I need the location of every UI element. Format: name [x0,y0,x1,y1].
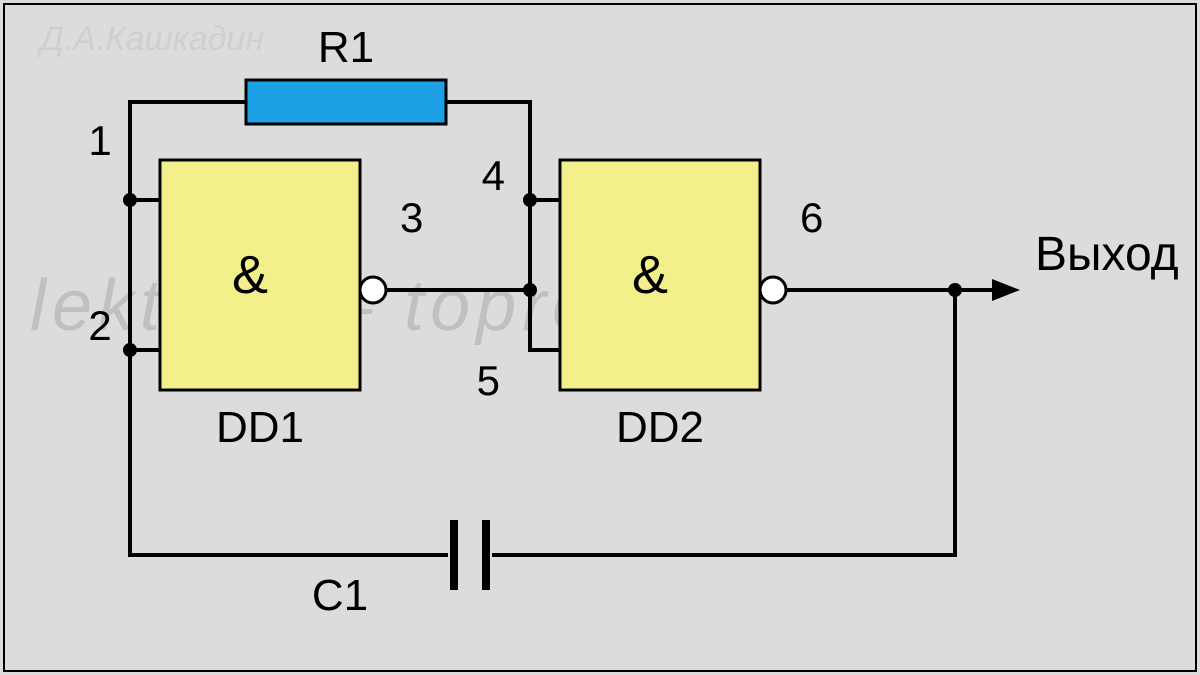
pin-label-5: 5 [477,357,500,404]
pin-label-4: 4 [482,152,505,199]
watermark-author: Д.А.Кашкадин [36,20,264,58]
gate-dd1-symbol: & [232,245,268,305]
junction-node [523,193,537,207]
pin-label-1: 1 [88,117,111,164]
inversion-bubble [760,277,786,303]
resistor-r1-label: R1 [318,23,374,72]
pin-label-3: 3 [400,194,423,241]
inversion-bubble [360,277,386,303]
pin-label-2: 2 [88,302,111,349]
circuit-schematic: Д.А.Кашкадинlektrika – toprosR1C1&DD1&DD… [0,0,1200,675]
junction-node [523,283,537,297]
gate-dd2-label: DD2 [616,403,704,452]
capacitor-c1-label: C1 [312,571,368,620]
junction-node [948,283,962,297]
output-label: Выход [1035,228,1179,281]
pin-label-6: 6 [800,194,823,241]
resistor-r1 [246,80,446,124]
junction-node [123,343,137,357]
junction-node [123,193,137,207]
gate-dd2-symbol: & [632,245,668,305]
gate-dd1-label: DD1 [216,403,304,452]
